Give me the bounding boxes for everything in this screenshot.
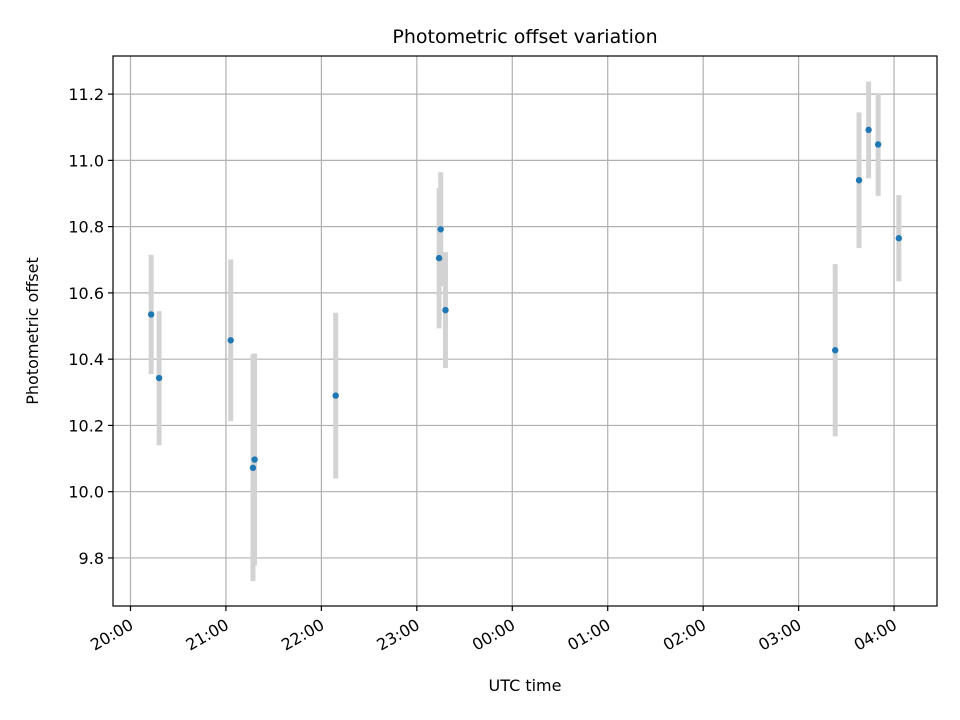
data-point [147,311,155,318]
y-tick-label: 10.0 [68,483,104,502]
chart-title: Photometric offset variation [392,26,657,48]
plot-frame [112,55,938,607]
x-tick-labels: 20:00 21:00 22:00 23:00 00:00 01:00 02:00 03:00… [87,615,900,655]
data-point [895,235,903,242]
data-point [437,226,444,233]
y-tick-label: 10.6 [68,284,104,303]
y-tick-label: 11.2 [68,85,104,104]
y-tick-label: 10.8 [68,218,104,237]
data-point [227,337,234,344]
y-tick-label: 10.4 [68,350,104,369]
y-axis-label: Photometric offset [23,257,42,405]
x-tick-label: 03:00 [755,615,804,655]
data-point [855,177,863,184]
axis-ticks [108,93,895,611]
x-tick-label: 21:00 [183,615,232,655]
grid [113,56,937,606]
x-tick-label: 22:00 [278,615,327,655]
x-tick-label: 01:00 [564,615,613,655]
data-points [147,126,903,472]
data-point [874,141,882,148]
x-tick-label: 04:00 [851,615,900,655]
y-tick-label: 11.0 [68,151,104,170]
x-tick-label: 02:00 [660,615,709,655]
data-point [249,464,257,472]
x-axis-label: UTC time [489,676,562,695]
data-point [155,374,163,382]
data-point [865,126,872,134]
data-point [332,392,339,399]
y-tick-labels: 9.8 10.0 10.2 10.4 10.6 10.8 11.0 11.2 [68,85,104,568]
errorbars [148,81,902,582]
x-tick-label: 23:00 [373,615,422,655]
y-tick-label: 10.2 [68,416,104,435]
data-point [251,456,258,463]
data-point [442,306,449,314]
y-tick-label: 9.8 [79,549,104,568]
data-point [435,254,443,262]
x-tick-label: 00:00 [469,615,518,655]
x-tick-label: 20:00 [87,615,136,655]
data-point [831,347,839,354]
